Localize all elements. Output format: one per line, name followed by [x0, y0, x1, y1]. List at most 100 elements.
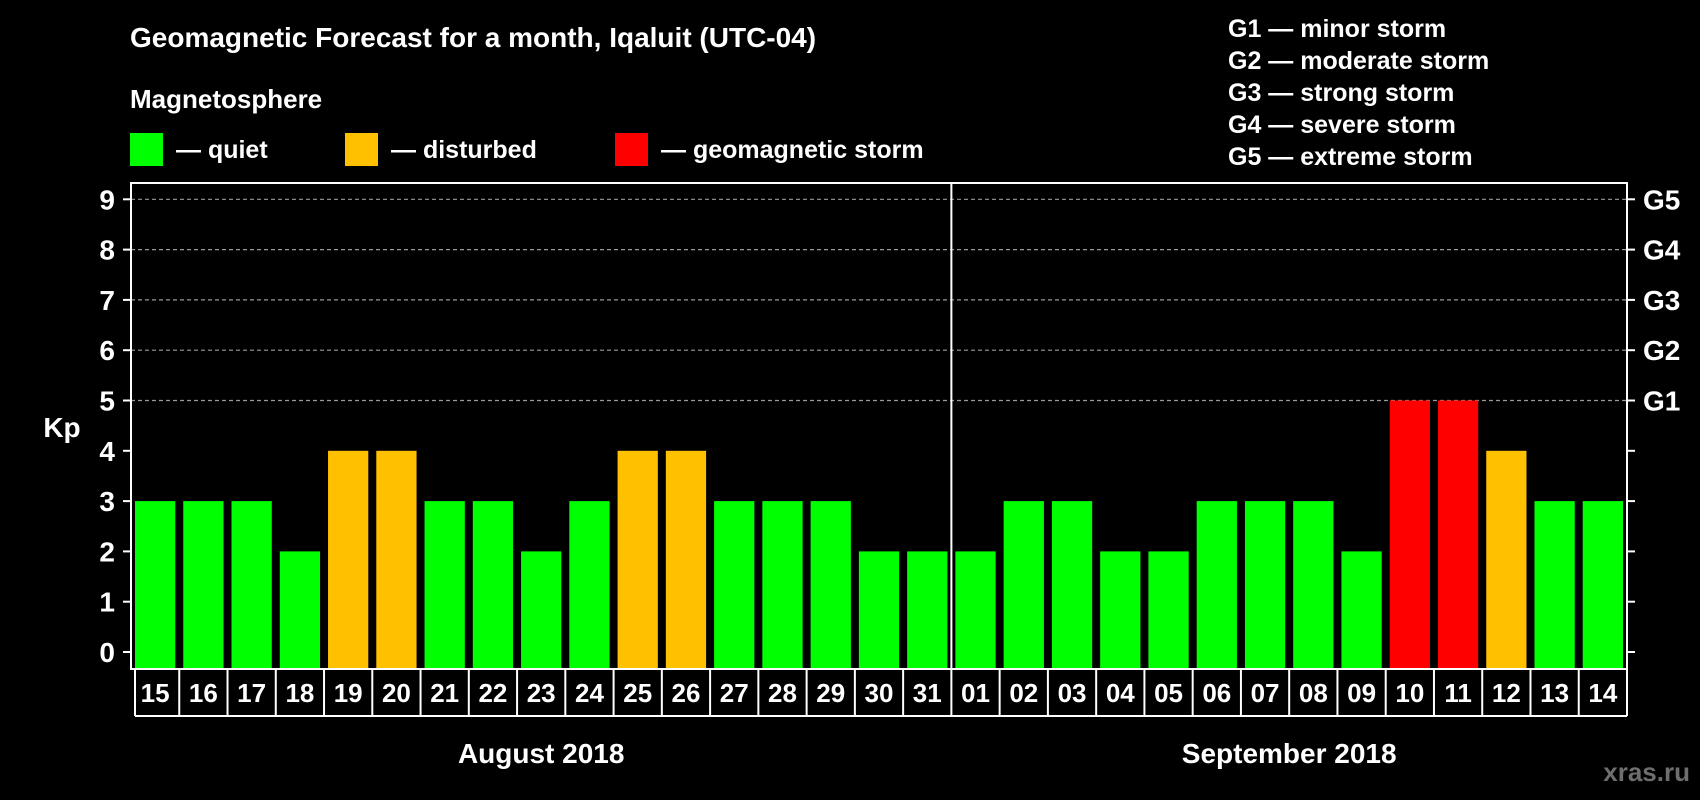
legend-swatch-quiet	[130, 133, 163, 166]
x-tick-label: 04	[1106, 678, 1135, 708]
legend-swatch-storm	[615, 133, 648, 166]
bar-12	[1486, 450, 1527, 669]
storm-scale-entry: G2 — moderate storm	[1228, 47, 1489, 75]
x-tick-label: 06	[1202, 678, 1231, 708]
bar-13	[1534, 501, 1575, 669]
x-tick-label: 20	[382, 678, 411, 708]
bars	[135, 400, 1623, 669]
x-tick-label: 29	[816, 678, 845, 708]
bar-14	[1582, 501, 1623, 669]
legend-swatch-disturbed	[345, 133, 378, 166]
right-axis-label-g4: G4	[1643, 235, 1681, 266]
y-axis-label: Kp	[43, 412, 80, 443]
bar-29	[810, 501, 851, 669]
month-label-2: September 2018	[1182, 738, 1397, 769]
x-tick-label: 25	[623, 678, 652, 708]
x-tick-label: 24	[575, 678, 604, 708]
y-tick-label: 2	[99, 536, 115, 567]
y-tick-label: 0	[99, 637, 115, 668]
legend-label-disturbed: — disturbed	[391, 136, 537, 164]
bar-10	[1389, 400, 1430, 669]
x-tick-label: 30	[865, 678, 894, 708]
bar-24	[569, 501, 610, 669]
bar-04	[1100, 551, 1141, 669]
x-tick-label: 08	[1299, 678, 1328, 708]
legend: — quiet — disturbed — geomagnetic storm	[130, 133, 924, 166]
y-tick-label: 6	[99, 335, 115, 366]
y-tick-label: 3	[99, 486, 115, 517]
legend-label-storm: — geomagnetic storm	[661, 136, 924, 164]
right-axis-label-g3: G3	[1643, 285, 1680, 316]
x-tick-label: 27	[720, 678, 749, 708]
x-tick-label: 26	[672, 678, 701, 708]
bar-26	[665, 450, 707, 669]
x-tick-label: 11	[1444, 678, 1472, 708]
bar-27	[714, 501, 755, 669]
bar-03	[1051, 501, 1093, 669]
y-tick-label: 9	[99, 184, 115, 215]
x-tick-label: 23	[527, 678, 556, 708]
bar-28	[762, 501, 803, 669]
bar-23	[521, 551, 562, 669]
right-axis-label-g2: G2	[1643, 335, 1680, 366]
bar-02	[1003, 501, 1044, 669]
x-tick-label: 18	[285, 678, 314, 708]
storm-scale-legend: G1 — minor storm G2 — moderate storm G3 — …	[1228, 15, 1489, 171]
plot-frame	[130, 182, 1628, 670]
right-axis-label-g5: G5	[1643, 184, 1680, 215]
bar-20	[376, 450, 417, 669]
x-tick-label: 01	[961, 678, 990, 708]
x-tick-label: 15	[141, 678, 170, 708]
x-tick-label: 02	[1009, 678, 1038, 708]
storm-scale-entry: G4 — severe storm	[1228, 111, 1456, 139]
legend-heading: Magnetosphere	[130, 84, 322, 114]
bar-11	[1437, 400, 1479, 669]
x-tick-label: 21	[430, 678, 459, 708]
x-tick-label: 28	[768, 678, 797, 708]
bar-15	[135, 501, 176, 669]
bar-07	[1244, 501, 1286, 669]
x-tick-label: 31	[913, 678, 942, 708]
x-tick-label: 03	[1058, 678, 1087, 708]
bar-22	[472, 501, 514, 669]
bar-31	[907, 551, 948, 669]
x-tick-label: 19	[334, 678, 363, 708]
x-tick-label: 10	[1395, 678, 1424, 708]
gridlines	[131, 198, 1627, 402]
x-tick-label: 12	[1492, 678, 1521, 708]
x-tick-label: 13	[1540, 678, 1569, 708]
x-tick-label: 07	[1251, 678, 1280, 708]
storm-scale-entry: G5 — extreme storm	[1228, 143, 1473, 171]
bar-21	[424, 501, 465, 669]
legend-label-quiet: — quiet	[176, 136, 268, 164]
watermark: xras.ru	[1603, 757, 1690, 787]
bar-19	[328, 450, 369, 669]
bar-25	[617, 450, 658, 669]
bar-05	[1148, 551, 1189, 669]
storm-scale-entry: G1 — minor storm	[1228, 15, 1446, 43]
month-label-1: August 2018	[458, 738, 625, 769]
bar-30	[858, 551, 900, 669]
y-tick-label: 8	[99, 235, 115, 266]
axes: 0 1 2 3 4 5 6 7 8 9 G1 G2 G3 G4 G5	[99, 182, 1681, 670]
y-tick-label: 4	[99, 436, 115, 467]
y-tick-label: 1	[99, 587, 115, 618]
bar-09	[1341, 551, 1382, 669]
x-tick-label: 14	[1588, 678, 1617, 708]
y-tick-label: 5	[99, 386, 115, 417]
x-tick-label: 09	[1347, 678, 1376, 708]
x-tick-label: 05	[1154, 678, 1183, 708]
right-axis-label-g1: G1	[1643, 386, 1680, 417]
x-tick-label: 17	[237, 678, 266, 708]
bar-17	[231, 501, 272, 669]
bar-06	[1196, 501, 1237, 669]
chart-title: Geomagnetic Forecast for a month, Iqalui…	[130, 22, 816, 53]
bar-08	[1293, 501, 1334, 669]
bar-16	[183, 501, 224, 669]
y-tick-label: 7	[99, 285, 115, 316]
x-tick-label: 22	[478, 678, 507, 708]
x-axis-day-boxes: 15 16 17 18 19 20 21 22 23 24 25 26 27 28 29 30 31 01 02 03…	[134, 669, 1628, 717]
x-tick-label: 16	[189, 678, 218, 708]
month-labels: August 2018 September 2018	[458, 738, 1397, 769]
